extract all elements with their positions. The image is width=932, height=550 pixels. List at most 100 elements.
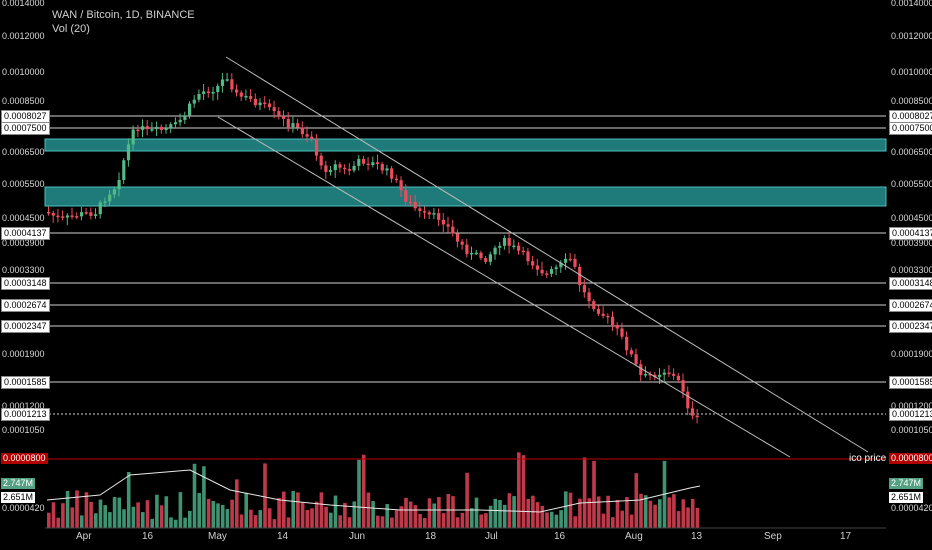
volume-bar	[474, 497, 479, 528]
volume-bar	[314, 501, 319, 528]
volume-ma-left: 2.651M	[1, 492, 36, 503]
volume-bar	[432, 503, 436, 528]
candle-body	[592, 301, 596, 310]
volume-bar	[272, 519, 277, 528]
candle-body	[615, 324, 619, 329]
candle-body	[150, 129, 154, 131]
candle-body	[653, 374, 657, 378]
candle-body	[531, 261, 535, 266]
volume-bar	[159, 505, 164, 528]
volume-bar	[470, 508, 474, 528]
y-tick-left: 0.0008500	[2, 96, 45, 106]
volume-bar	[282, 491, 286, 528]
candle-body	[371, 162, 375, 165]
x-tick-label: Aug	[625, 531, 643, 542]
volume-bar	[150, 518, 154, 528]
x-tick-label: Apr	[76, 531, 92, 542]
candle-body	[300, 127, 304, 135]
candle-body	[465, 244, 469, 255]
volume-bar	[521, 455, 526, 528]
volume-bar	[488, 505, 493, 528]
y-tick-right: 0.0012000	[891, 31, 932, 41]
volume-bar	[103, 505, 107, 528]
volume-bar	[136, 502, 140, 528]
volume-bar	[267, 508, 272, 528]
candle-body	[103, 201, 107, 203]
candle-body	[681, 380, 685, 392]
volume-bar	[145, 500, 150, 528]
candle-body	[197, 94, 201, 100]
candle-body	[361, 158, 366, 164]
candle-body	[446, 224, 450, 227]
candle-body	[498, 245, 502, 248]
candle-body	[329, 170, 333, 172]
volume-bar	[141, 512, 145, 528]
candle-body	[239, 92, 243, 97]
y-tick-left: 0.0010000	[2, 67, 45, 77]
volume-bar	[258, 510, 263, 528]
candle-body	[61, 216, 65, 218]
candle-body	[47, 212, 51, 214]
y-tick-left: 0.0000420	[2, 503, 45, 513]
volume-bar	[394, 510, 399, 528]
y-tick-right: 0.0003900	[891, 238, 932, 248]
candle-body	[220, 79, 225, 86]
volume-bar	[376, 515, 380, 528]
candle-body	[192, 99, 196, 104]
volume-bar	[676, 511, 681, 528]
candle-body	[98, 202, 102, 215]
candle-body	[648, 373, 652, 376]
volume-bar	[333, 495, 338, 528]
volume-bar	[324, 506, 328, 528]
candle-body	[385, 168, 389, 171]
volume-bar	[98, 499, 103, 528]
candle-body	[291, 123, 295, 128]
volume-bar	[211, 500, 216, 528]
channel-upper-line	[225, 56, 869, 453]
volume-bar	[465, 472, 469, 528]
y-tick-left: 0.0012000	[2, 31, 45, 41]
level-lines	[45, 115, 886, 415]
volume-bar	[437, 497, 441, 528]
volume-bar	[479, 514, 483, 528]
x-tick-label: 18	[425, 531, 437, 542]
candle-body	[122, 160, 126, 180]
zone-upper	[44, 138, 887, 152]
candle-body	[502, 238, 507, 246]
volume-bar	[155, 494, 159, 528]
candle-body	[549, 269, 554, 274]
y-tick-right: 0.0014000	[891, 0, 932, 8]
candle-body	[672, 373, 676, 376]
candle-body	[376, 162, 380, 165]
volume-bar	[230, 499, 234, 528]
volume-bar	[620, 510, 624, 528]
volume-bar	[329, 512, 333, 528]
x-tick-label: 17	[840, 531, 852, 542]
candle-body	[84, 212, 88, 214]
candle-body	[441, 219, 445, 225]
volume-bar	[512, 496, 516, 528]
candle-body	[65, 215, 69, 218]
x-tick-label: 16	[142, 531, 154, 542]
candle-body	[413, 201, 417, 209]
y-tick-right: 0.0000420	[891, 503, 932, 513]
volume-bar	[451, 496, 455, 528]
candle-body	[390, 168, 394, 179]
volume-bar	[220, 504, 225, 528]
volume-bar	[178, 492, 183, 528]
level-label-right: 0.0001213	[889, 408, 932, 421]
candle-body	[277, 111, 281, 117]
candle-body	[601, 313, 605, 316]
candle-body	[690, 408, 695, 416]
candle-body	[380, 164, 384, 171]
y-tick-left: 0.0001050	[2, 425, 45, 435]
volume-bar	[169, 517, 173, 528]
volume-bar	[188, 510, 192, 528]
volume-bar	[502, 504, 507, 528]
volume-bar	[225, 508, 230, 528]
y-tick-right: 0.0001200	[891, 401, 932, 411]
candles	[47, 72, 699, 424]
indicator-label: Vol (20)	[52, 23, 90, 35]
volume-bar	[89, 501, 93, 528]
